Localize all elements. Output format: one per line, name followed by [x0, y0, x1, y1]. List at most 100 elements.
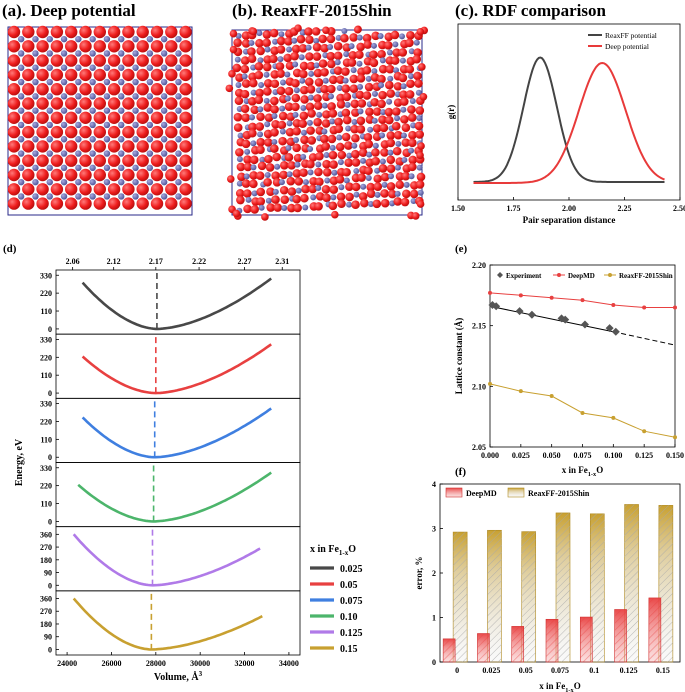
atom-o	[150, 97, 164, 110]
atom-fe	[60, 150, 68, 157]
atom-o	[165, 154, 178, 167]
atom-fe	[377, 33, 384, 40]
atom-fe	[89, 193, 96, 200]
series-point-ReaxFF-2015Shin	[488, 381, 492, 386]
legend-label: DeepMD	[568, 272, 595, 280]
x-tick-label: 0.000	[481, 451, 499, 460]
atom-fe	[313, 37, 320, 44]
atom-o	[276, 36, 286, 46]
atom-fe	[307, 169, 314, 176]
atom-o	[406, 30, 415, 40]
y-tick-label: 220	[40, 482, 52, 491]
x-tick-label: 0.125	[620, 666, 638, 675]
atom-o	[36, 125, 49, 139]
atom-o	[65, 197, 78, 210]
atom-o	[342, 92, 352, 102]
atom-fe	[132, 164, 139, 172]
atom-o	[341, 108, 351, 118]
atom-o	[262, 30, 272, 39]
atom-fe	[103, 136, 111, 143]
series-point-ReaxFF-2015Shin	[518, 389, 523, 394]
atom-fe	[286, 120, 293, 127]
x-tick-label: 32000	[235, 659, 255, 668]
atom-o	[364, 82, 374, 92]
atom-o	[249, 179, 258, 189]
atom-o	[386, 155, 396, 165]
atom-o	[79, 40, 92, 53]
atom-fe	[132, 178, 139, 186]
atom-fe	[160, 64, 168, 71]
atom-o	[298, 44, 308, 53]
atom-o	[79, 183, 92, 196]
atom-fe	[388, 173, 395, 180]
atom-o	[337, 150, 347, 160]
y-axis-label: g(r)	[446, 105, 456, 120]
panel-a-snapshot	[7, 25, 193, 216]
top-tick-label: 2.06	[66, 257, 80, 266]
atom-fe	[236, 180, 243, 187]
atom-o	[285, 127, 295, 137]
y-tick-label: 330	[40, 335, 52, 344]
atom-o	[79, 125, 92, 139]
atom-fe	[374, 167, 381, 174]
atom-o	[318, 59, 328, 68]
atom-o	[270, 96, 279, 106]
atom-o	[248, 122, 257, 132]
atom-o	[369, 58, 379, 68]
atom-o	[65, 40, 78, 53]
atom-o	[320, 134, 329, 144]
atom-o	[50, 97, 64, 110]
atom-o	[336, 75, 345, 84]
panel-b-title: (b). ReaxFF-2015Shin	[232, 1, 392, 20]
x-tick-label: 0.075	[551, 666, 569, 675]
atom-fe	[408, 73, 415, 80]
y-tick-label: 0	[48, 389, 52, 398]
legend-label: 0.125	[340, 628, 363, 639]
atom-fe	[379, 158, 386, 165]
atom-o	[321, 142, 331, 151]
atom-fe	[409, 98, 416, 105]
atom-fe	[249, 114, 256, 121]
atom-o	[243, 162, 253, 172]
atom-o	[409, 189, 419, 199]
atom-fe	[323, 152, 330, 159]
atom-o	[291, 78, 300, 88]
atom-fe	[17, 150, 25, 157]
y-tick-label: 90	[44, 569, 52, 578]
atom-fe	[265, 197, 272, 204]
panel-d-energy-chart: 2.06 2.12 2.17 2.22 2.27 2.310110220330011022…	[14, 257, 363, 683]
atom-o	[344, 141, 353, 150]
atom-o	[393, 197, 403, 206]
series-point-ReaxFF-2015Shin	[611, 415, 616, 420]
atom-fe	[365, 174, 372, 181]
atom-fe	[306, 119, 313, 126]
atom-o	[385, 80, 394, 90]
atom-o	[107, 168, 121, 182]
atom-o	[307, 136, 317, 145]
atom-fe	[237, 132, 244, 139]
atom-o	[22, 154, 35, 167]
atom-o	[150, 125, 164, 139]
atom-fe	[336, 134, 343, 141]
atom-fe	[89, 107, 96, 114]
x-tick-label: 0.075	[574, 451, 592, 460]
atom-fe	[146, 150, 154, 157]
bar-reaxff-hatch	[590, 513, 605, 662]
atom-o	[179, 140, 192, 153]
panel-c-rdf-chart: 1.50 1.75 2.00 2.25 2.50 Pair separation dist…	[446, 23, 685, 225]
bar-reaxff-hatch	[487, 530, 502, 662]
atom-o	[386, 131, 396, 140]
atom-fe	[75, 150, 82, 157]
atom-fe	[89, 150, 96, 157]
atom-o	[107, 111, 121, 125]
atom-o	[179, 97, 192, 110]
atom-fe	[146, 193, 154, 200]
atom-o	[93, 83, 107, 96]
atom-fe	[17, 164, 25, 172]
atom-o	[322, 110, 331, 119]
atom-o	[93, 140, 107, 153]
atom-fe	[300, 104, 307, 111]
atom-o	[122, 168, 135, 182]
atom-fe	[60, 93, 68, 100]
atom-fe	[285, 145, 292, 152]
